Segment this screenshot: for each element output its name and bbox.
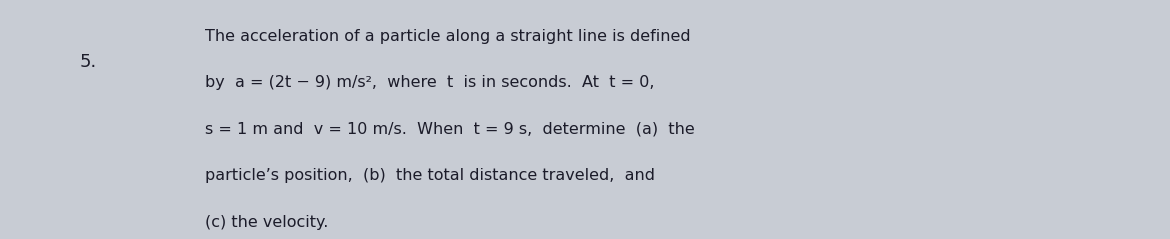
Text: s = 1 m and  v = 10 m/s.  When  t = 9 s,  determine  (a)  the: s = 1 m and v = 10 m/s. When t = 9 s, de… <box>205 122 695 137</box>
Text: 5.: 5. <box>80 53 97 71</box>
Text: (c) the velocity.: (c) the velocity. <box>205 215 328 230</box>
Text: The acceleration of a particle along a straight line is defined: The acceleration of a particle along a s… <box>205 29 690 44</box>
Text: particle’s position,  (b)  the total distance traveled,  and: particle’s position, (b) the total dista… <box>205 168 655 184</box>
Text: by  a = (2t − 9) m/s²,  where  t  is in seconds.  At  t = 0,: by a = (2t − 9) m/s², where t is in seco… <box>205 75 654 90</box>
